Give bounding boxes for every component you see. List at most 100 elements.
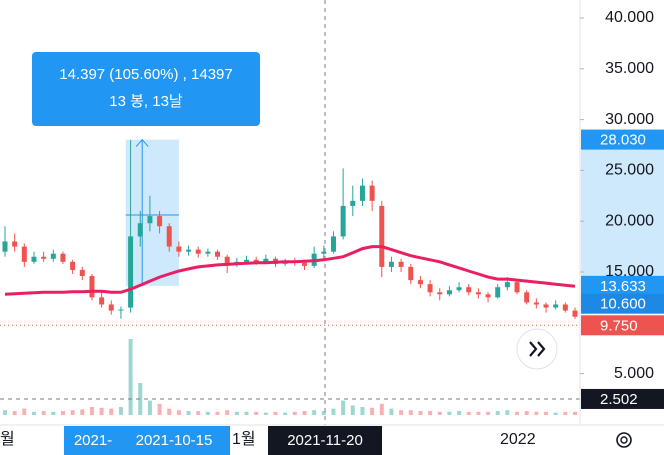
candle-body — [128, 236, 134, 308]
price-badge-label: 28.030 — [600, 132, 646, 149]
volume-bar — [370, 407, 375, 415]
settings-button[interactable] — [616, 432, 632, 448]
gear-icon-center[interactable] — [620, 436, 628, 444]
volume-bar — [379, 403, 384, 415]
candle-body — [157, 216, 163, 227]
volume-bar — [176, 410, 181, 415]
candle-body — [89, 276, 95, 298]
candle-body — [166, 226, 172, 247]
measure-range — [125, 139, 179, 286]
volume-bar — [283, 412, 288, 415]
candle-body — [388, 261, 394, 267]
candle-body — [446, 290, 452, 295]
candle-body — [340, 205, 346, 237]
volume-bar — [544, 411, 549, 415]
candle-body — [2, 241, 8, 252]
candle-body — [244, 259, 250, 262]
plot-area — [0, 0, 580, 425]
volume-bar — [350, 405, 355, 415]
candle-body — [417, 280, 423, 285]
y-tick-label: 5.000 — [614, 365, 654, 382]
time-badge-label: 2021-11-20 — [287, 432, 363, 449]
candle-body — [50, 253, 56, 259]
price-badge-label: 10.600 — [600, 296, 646, 313]
candle-body — [553, 304, 559, 308]
candle-body — [350, 200, 356, 206]
volume-bar — [524, 411, 529, 415]
candle-body — [253, 259, 259, 262]
moving-average — [4, 245, 576, 296]
volume-bar — [31, 411, 36, 415]
y-tick-label: 30.000 — [605, 111, 654, 128]
candle-body — [504, 282, 510, 288]
volume-bar — [128, 339, 133, 415]
candle-body — [514, 282, 520, 293]
time-badge-label: 2021- — [74, 432, 112, 449]
volume-bar — [331, 408, 336, 415]
price-badge-label: 9.750 — [600, 317, 638, 334]
candle-body — [524, 292, 530, 303]
price-badge — [581, 293, 664, 314]
volume-bar — [302, 411, 307, 415]
candle-body — [263, 258, 269, 262]
candle-body — [215, 251, 221, 257]
volume-bar — [167, 408, 172, 415]
candle-body — [466, 287, 472, 293]
x-tick-label: 1월 — [232, 430, 256, 448]
candle-body — [330, 236, 336, 252]
y-tick-label: 25.000 — [605, 162, 654, 179]
candle-body — [108, 304, 114, 311]
candle-body — [70, 261, 76, 270]
candle-body — [427, 284, 433, 293]
volume-bar — [273, 411, 278, 415]
volume-bar — [563, 411, 568, 415]
volume-bar — [51, 411, 56, 415]
price-badge — [581, 129, 664, 150]
candle-body — [408, 266, 414, 281]
candle-body — [60, 253, 66, 262]
volume-bar — [418, 411, 423, 415]
candle-body — [186, 249, 192, 252]
volume-bar — [41, 411, 46, 415]
time-badge — [268, 426, 382, 455]
volume-bar — [515, 411, 520, 415]
volume-bar — [389, 408, 394, 415]
scroll-button[interactable] — [516, 328, 558, 370]
scroll-icon[interactable] — [529, 341, 546, 357]
volume-bar — [476, 411, 481, 415]
candle-body — [79, 269, 85, 277]
candle-body — [224, 256, 230, 264]
measure-tooltip — [32, 52, 260, 126]
candle-body — [137, 223, 143, 237]
volume-bar — [360, 407, 365, 415]
measure-text: 14.397 (105.60%) , 14397 — [59, 66, 232, 83]
volume-bar — [244, 411, 249, 415]
candle-body — [205, 251, 211, 254]
time-badge-label: 2021-10-15 — [136, 432, 213, 449]
volume-bar — [118, 407, 123, 415]
volume-bar — [99, 407, 104, 415]
volume-bar — [60, 411, 65, 415]
measure-arrowhead — [135, 138, 149, 147]
candle-body — [562, 304, 568, 311]
volume-bar — [447, 411, 452, 415]
volume-bar — [109, 408, 114, 415]
volume-bar — [466, 411, 471, 415]
gear-icon[interactable] — [616, 432, 632, 448]
price-badge-label: 13.633 — [600, 278, 646, 295]
candle-body — [12, 241, 18, 247]
candle-body — [495, 287, 501, 298]
volume-bar — [22, 408, 27, 415]
candle-body — [475, 292, 481, 295]
candle-body — [176, 246, 182, 252]
volume-bar — [495, 411, 500, 415]
axis-range — [581, 139, 664, 286]
price-badge — [581, 315, 664, 336]
volume-bar — [437, 411, 442, 415]
volume-bar — [254, 411, 259, 415]
volume-bar — [486, 411, 491, 415]
volume-bar — [196, 411, 201, 415]
x-tick-label: 2022 — [500, 431, 536, 448]
candle-body — [543, 304, 549, 308]
